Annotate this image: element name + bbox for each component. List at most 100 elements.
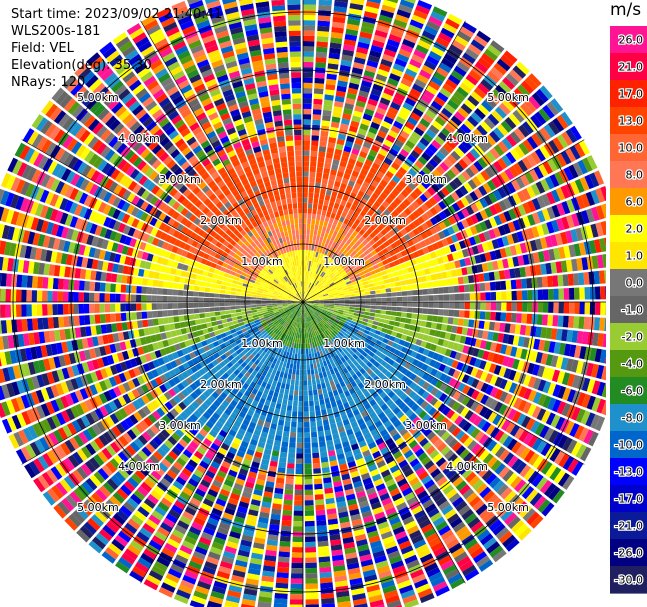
- velocity-gate: [497, 259, 504, 270]
- velocity-gate: [304, 286, 306, 292]
- velocity-gate: [401, 285, 407, 291]
- velocity-gate: [299, 380, 303, 386]
- velocity-gate: [137, 408, 147, 419]
- velocity-gate: [532, 391, 542, 404]
- velocity-gate: [130, 540, 144, 552]
- velocity-gate: [447, 13, 463, 25]
- velocity-gate: [605, 220, 606, 223]
- velocity-gate: [51, 485, 64, 500]
- velocity-gate: [305, 536, 316, 543]
- velocity-gate: [202, 390, 211, 398]
- velocity-gate: [373, 175, 382, 184]
- velocity-gate: [498, 200, 508, 212]
- velocity-gate: [199, 415, 208, 424]
- velocity-gate: [309, 405, 315, 412]
- velocity-gate: [511, 497, 525, 511]
- velocity-gate: [213, 503, 225, 512]
- velocity-gate: [357, 128, 367, 136]
- velocity-gate: [565, 358, 574, 372]
- velocity-gate: [267, 342, 273, 349]
- velocity-gate: [446, 270, 453, 278]
- velocity-gate: [331, 428, 339, 435]
- velocity-gate: [468, 275, 475, 284]
- velocity-gate: [525, 489, 539, 503]
- velocity-gate: [237, 428, 246, 436]
- velocity-gate: [433, 400, 443, 410]
- velocity-gate: [600, 302, 606, 316]
- velocity-gate: [311, 140, 319, 147]
- velocity-gate: [299, 302, 303, 306]
- velocity-gate: [228, 446, 238, 455]
- velocity-gate: [317, 294, 323, 297]
- velocity-gate: [290, 431, 297, 438]
- velocity-gate: [332, 554, 344, 562]
- velocity-gate: [375, 208, 383, 216]
- velocity-gate: [230, 442, 240, 450]
- velocity-gate: [494, 429, 505, 442]
- velocity-gate: [389, 415, 399, 424]
- velocity-gate: [214, 379, 222, 387]
- velocity-gate: [140, 384, 150, 394]
- velocity-gate: [517, 360, 525, 372]
- velocity-gate: [399, 322, 406, 329]
- velocity-gate: [467, 115, 479, 127]
- velocity-gate: [198, 536, 212, 546]
- velocity-gate: [515, 347, 523, 359]
- velocity-gate: [324, 283, 330, 288]
- velocity-gate: [314, 311, 320, 316]
- velocity-gate: [500, 508, 514, 522]
- velocity-gate: [313, 198, 319, 204]
- velocity-gate: [365, 326, 372, 332]
- velocity-gate: [362, 357, 369, 365]
- velocity-gate: [454, 415, 464, 426]
- velocity-gate: [412, 430, 422, 439]
- velocity-gate: [357, 330, 364, 336]
- velocity-gate: [383, 589, 399, 599]
- velocity-gate: [396, 389, 404, 398]
- velocity-gate: [202, 373, 210, 381]
- velocity-gate: [259, 436, 267, 444]
- velocity-gate: [496, 58, 511, 72]
- velocity-gate: [303, 108, 312, 115]
- velocity-gate: [502, 534, 517, 548]
- velocity-gate: [171, 504, 183, 515]
- velocity-gate: [315, 509, 326, 516]
- velocity-gate: [359, 367, 366, 375]
- velocity-gate: [359, 292, 366, 296]
- velocity-gate: [489, 476, 501, 489]
- velocity-gate: [101, 447, 113, 460]
- velocity-gate: [370, 446, 379, 454]
- velocity-gate: [214, 364, 222, 371]
- velocity-gate: [432, 308, 439, 315]
- velocity-gate: [479, 253, 487, 263]
- velocity-gate: [411, 313, 418, 319]
- velocity-gate: [412, 462, 423, 472]
- velocity-gate: [90, 514, 104, 527]
- velocity-gate: [511, 441, 522, 454]
- velocity-gate: [362, 379, 369, 386]
- velocity-gate: [333, 306, 340, 310]
- velocity-gate: [376, 170, 385, 179]
- velocity-gate: [312, 250, 317, 257]
- velocity-gate: [261, 501, 272, 509]
- velocity-gate: [513, 371, 522, 383]
- velocity-gate: [340, 280, 346, 285]
- velocity-gate: [344, 140, 354, 148]
- velocity-gate: [391, 302, 397, 307]
- velocity-gate: [446, 169, 457, 180]
- velocity-gate: [384, 217, 392, 225]
- velocity-gate: [309, 239, 313, 246]
- velocity-gate: [134, 469, 146, 481]
- velocity-gate: [195, 512, 208, 522]
- velocity-gate: [296, 306, 300, 311]
- velocity-gate: [417, 216, 425, 225]
- velocity-gate: [320, 130, 329, 137]
- velocity-gate: [547, 314, 554, 326]
- velocity-gate: [200, 502, 212, 512]
- velocity-gate: [537, 393, 547, 407]
- velocity-gate: [250, 499, 261, 507]
- velocity-gate: [208, 595, 224, 605]
- velocity-gate: [334, 360, 340, 367]
- velocity-gate: [325, 323, 331, 328]
- velocity-gate: [472, 479, 484, 491]
